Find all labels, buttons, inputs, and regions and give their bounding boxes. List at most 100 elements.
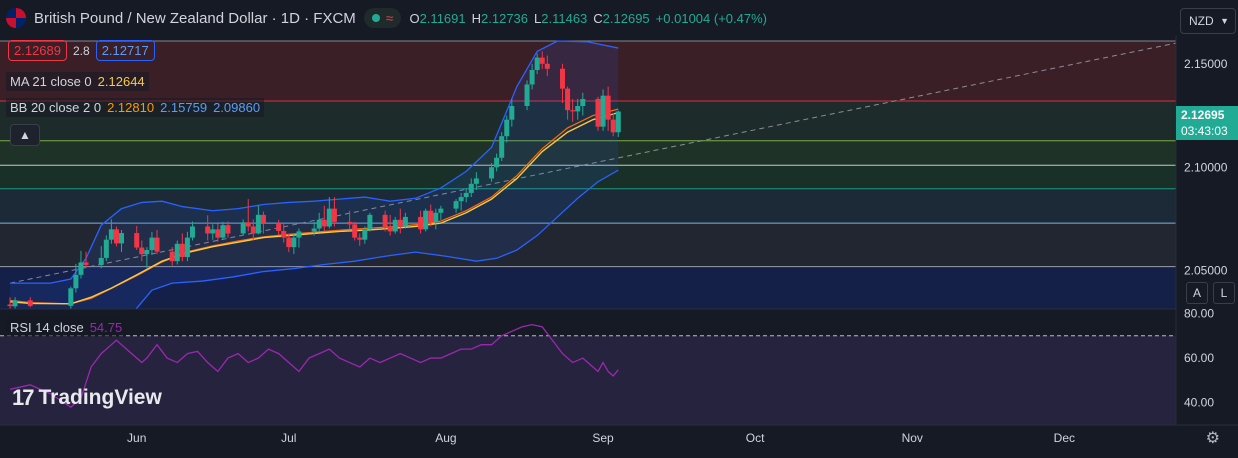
candle-body: [509, 106, 515, 120]
time-tick-label: Sep: [592, 431, 614, 445]
candle: [433, 208, 439, 230]
tradingview-mark-icon: 17: [12, 385, 35, 410]
candle-body: [255, 214, 261, 234]
candle-body: [560, 68, 566, 89]
candle-body: [240, 222, 246, 234]
candle: [347, 210, 353, 230]
candle: [220, 221, 226, 240]
candle-body: [570, 110, 576, 112]
candle-body: [499, 136, 505, 158]
candle: [113, 226, 119, 247]
candle: [575, 98, 581, 120]
time-tick-label: Jul: [281, 431, 296, 445]
time-tick-label: Jun: [127, 431, 146, 445]
candle: [250, 219, 256, 241]
sell-button[interactable]: 2.12689: [8, 40, 67, 61]
log-scale-button[interactable]: L: [1213, 282, 1235, 304]
candle-body: [539, 57, 545, 64]
candle-body: [103, 239, 109, 258]
candle-body: [357, 237, 363, 240]
candle: [144, 247, 150, 268]
quote-panel: 2.12689 2.8 2.12717: [8, 40, 155, 61]
candle-body: [392, 219, 398, 232]
candle-body: [113, 229, 119, 244]
candle-body: [184, 237, 190, 258]
candle: [311, 221, 317, 236]
candle: [605, 86, 611, 131]
candle-body: [433, 212, 439, 222]
last-price-tag: 2.12695 03:43:03: [1176, 106, 1238, 140]
candlesticks: [7, 51, 621, 309]
candle: [154, 229, 160, 255]
candle: [463, 187, 469, 203]
candle-body: [98, 257, 104, 265]
candle-body: [276, 223, 282, 231]
candle-body: [27, 300, 33, 306]
symbol-title[interactable]: British Pound / New Zealand Dollar · 1D …: [34, 9, 356, 27]
candle-body: [504, 119, 510, 137]
spread-value: 2.8: [73, 43, 90, 58]
collapse-legend-button[interactable]: ▲: [10, 124, 40, 146]
bb-upper-value: 2.15759: [160, 100, 208, 115]
candle: [316, 212, 322, 232]
candle-body: [83, 262, 89, 265]
currency-selector[interactable]: NZD ▼: [1180, 8, 1236, 34]
candle: [179, 233, 185, 262]
tradingview-logo[interactable]: 17 TradingView: [12, 385, 162, 411]
candle-body: [423, 210, 429, 230]
candle: [544, 55, 550, 77]
candle-body: [326, 208, 332, 227]
candle-body: [331, 208, 337, 222]
currency-selector-value: NZD: [1189, 14, 1214, 28]
candle-body: [524, 84, 530, 107]
ma-label: MA 21 close 0: [10, 74, 92, 89]
candle: [245, 199, 251, 232]
price-zone-6: [0, 266, 1176, 309]
rsi-legend[interactable]: RSI 14 close 54.75: [6, 318, 127, 337]
ma-legend[interactable]: MA 21 close 0 2.12644: [6, 72, 149, 91]
candle: [504, 115, 510, 143]
candle: [615, 110, 621, 137]
candle: [600, 89, 606, 131]
candle: [73, 263, 79, 293]
chevron-up-icon: ▲: [19, 128, 31, 142]
candle-body: [260, 214, 266, 224]
buy-button[interactable]: 2.12717: [95, 40, 155, 61]
candle: [184, 231, 190, 262]
candle-body: [144, 250, 150, 255]
candle: [453, 199, 459, 213]
candle-body: [428, 210, 434, 222]
rsi-label: RSI 14 close: [10, 320, 84, 335]
candle-body: [134, 233, 140, 248]
candle-body: [220, 225, 226, 238]
gear-icon[interactable]: ⚙: [1205, 430, 1220, 447]
candle: [534, 53, 540, 75]
candle: [255, 205, 261, 235]
ma-value: 2.12644: [97, 74, 145, 89]
candle: [473, 172, 479, 191]
market-status-pill[interactable]: ≈: [363, 8, 402, 28]
candle-body: [296, 231, 302, 238]
candle: [468, 178, 474, 198]
candle-body: [189, 226, 195, 238]
price-tick-label: 2.10000: [1184, 160, 1228, 174]
time-tick-label: Nov: [902, 431, 923, 445]
auto-scale-button[interactable]: A: [1186, 282, 1208, 304]
candle: [610, 113, 616, 137]
candle: [423, 208, 429, 232]
candle: [494, 153, 500, 172]
candle: [524, 80, 530, 111]
candle-body: [7, 304, 13, 307]
candle: [240, 219, 246, 236]
candle: [362, 226, 368, 244]
price-tick-label: 2.15000: [1184, 57, 1228, 71]
bb-legend[interactable]: BB 20 close 2 0 2.12810 2.15759 2.09860: [6, 98, 265, 117]
gbp-nzd-flag-icon: [6, 8, 26, 28]
candle-body: [615, 111, 621, 133]
candle-body: [225, 225, 231, 234]
candle-body: [149, 237, 155, 251]
trend-line: [9, 40, 1187, 284]
price-zone-2: [0, 140, 1176, 166]
candle-body: [580, 98, 586, 107]
